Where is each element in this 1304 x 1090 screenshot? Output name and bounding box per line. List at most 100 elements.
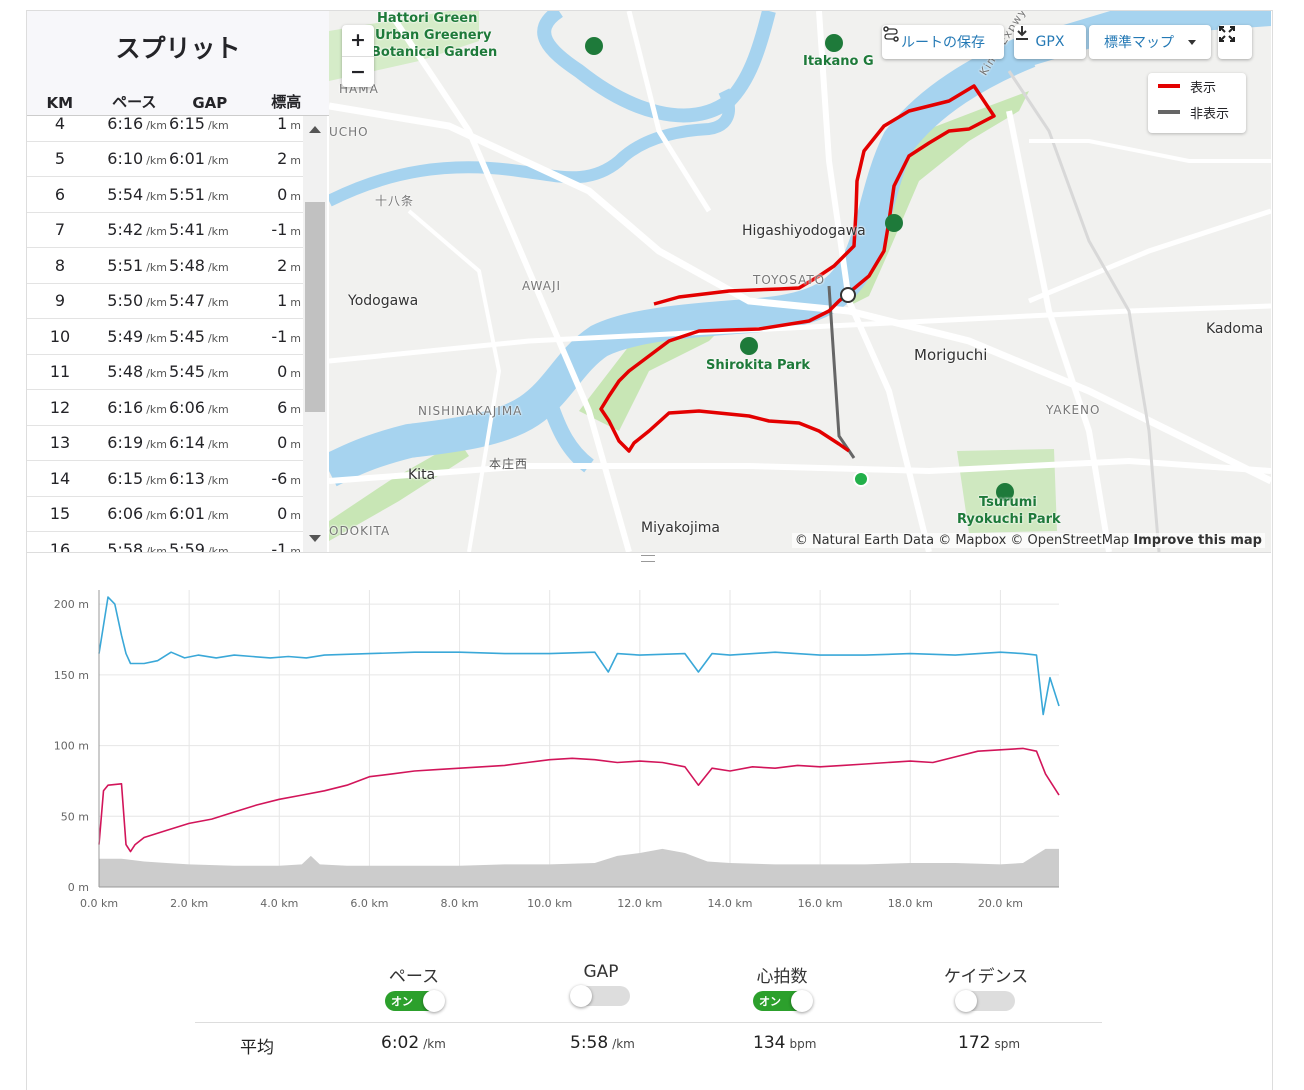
split-pace-unit: /km: [146, 189, 167, 203]
split-elev-value: 2: [277, 149, 288, 169]
split-pace-value: 5:50: [107, 291, 144, 311]
split-gap-value: 6:01: [169, 149, 205, 169]
split-pace: 5:51/km: [93, 256, 169, 275]
split-elev-unit: m: [290, 473, 301, 487]
map-label-tsurumi2: Ryokuchi Park: [957, 512, 1061, 527]
split-elev-unit: m: [290, 225, 301, 239]
split-row: 11 5:48/km 5:45/km 0 m: [27, 355, 303, 390]
gpx-button[interactable]: GPX: [1014, 25, 1086, 59]
scroll-thumb[interactable]: [305, 202, 325, 412]
split-pace-value: 6:16: [107, 397, 144, 417]
split-gap-unit: /km: [207, 402, 229, 416]
map-style-select[interactable]: 標準マップ: [1089, 25, 1211, 59]
split-row: 15 6:06/km 6:01/km 0 m: [27, 497, 303, 532]
split-gap-value: 5:41: [169, 220, 205, 240]
splits-rows[interactable]: 4 6:16/km 6:15/km 1 m 5 6:10/km 6:01/km 2 m 6 5:54/…: [27, 116, 303, 552]
map-label-kita: Kita: [408, 467, 436, 483]
fullscreen-button[interactable]: [1218, 25, 1252, 59]
split-pace-unit: /km: [146, 544, 167, 552]
toggle-heartrate-label: 心拍数: [756, 967, 808, 987]
y-tick-label: 0 m: [68, 881, 89, 894]
splits-scrollbar[interactable]: [303, 116, 327, 552]
split-elev-value: 2: [277, 255, 288, 275]
split-pace-value: 6:10: [107, 149, 144, 169]
split-km: 10: [49, 326, 71, 346]
split-gap-unit: /km: [207, 509, 229, 523]
split-elev: -1 m: [233, 540, 301, 552]
route-icon: [883, 26, 899, 42]
toggle-heartrate-state: オン: [759, 995, 781, 1008]
zoom-in-button[interactable]: +: [342, 25, 374, 57]
split-row: 12 6:16/km 6:06/km 6 m: [27, 390, 303, 426]
zoom-out-button[interactable]: −: [350, 61, 366, 83]
series-pace-line: [98, 596, 1060, 716]
panel-divider[interactable]: [27, 552, 1271, 563]
map-label-higashiyodogawa: Higashiyodogawa: [742, 223, 866, 239]
series-heartrate-line: [98, 747, 1060, 853]
legend-item-shown[interactable]: 表示: [1148, 73, 1246, 99]
col-gap: GAP: [192, 94, 228, 112]
map-label-honjonishi: 本庄西: [489, 457, 529, 471]
split-pace-unit: /km: [146, 296, 167, 310]
split-pace-unit: /km: [146, 402, 167, 416]
toggle-cadence-switch[interactable]: [955, 990, 1015, 1012]
avg-heartrate-unit: bpm: [789, 1037, 817, 1051]
activity-chart[interactable]: 0.0 km 2.0 km 4.0 km 6.0 km 8.0 km 10.0 km 12.…: [27, 570, 1087, 920]
legend-swatch-hidden: [1158, 110, 1180, 114]
split-gap-value: 5:51: [169, 184, 205, 204]
split-elev-value: -6: [271, 468, 288, 488]
attribution-text[interactable]: © Natural Earth Data © Mapbox © OpenStre…: [794, 533, 1130, 548]
split-pace-value: 5:49: [107, 326, 144, 346]
x-tick-label: 2.0 km: [170, 897, 208, 910]
toggle-pace-switch[interactable]: オン: [385, 990, 445, 1012]
split-pace-value: 6:16: [107, 116, 144, 133]
split-elev-value: 1: [277, 116, 288, 133]
split-gap-unit: /km: [207, 225, 229, 239]
map-label-urban: Urban Greenery: [375, 28, 492, 43]
scroll-down-arrow-icon[interactable]: [309, 535, 321, 542]
avg-pace-unit: /km: [423, 1037, 446, 1051]
y-tick-label: 150 m: [54, 669, 89, 682]
avg-pace-value: 6:02: [381, 1033, 420, 1053]
split-elev-unit: m: [290, 402, 301, 416]
split-row: 13 6:19/km 6:14/km 0 m: [27, 426, 303, 461]
toggle-cadence: ケイデンス: [926, 962, 1046, 1015]
map-style-label: 標準マップ: [1104, 35, 1174, 51]
caret-down-icon: [1188, 39, 1196, 45]
x-tick-label: 10.0 km: [527, 897, 572, 910]
split-elev: -1 m: [233, 220, 301, 239]
resize-grip-icon[interactable]: [641, 555, 655, 562]
col-elev: 標高: [271, 93, 302, 111]
split-pace: 6:10/km: [93, 149, 169, 168]
legend-item-hidden[interactable]: 非表示: [1148, 99, 1246, 125]
split-pace: 6:06/km: [93, 504, 169, 523]
chart-svg: 0.0 km 2.0 km 4.0 km 6.0 km 8.0 km 10.0 km 12.…: [54, 590, 1060, 910]
split-elev-value: -1: [271, 220, 288, 240]
map-label-shirokita: Shirokita Park: [706, 358, 811, 373]
x-tick-label: 12.0 km: [617, 897, 662, 910]
toggle-knob: [955, 990, 977, 1012]
save-route-button[interactable]: ルートの保存: [882, 25, 1004, 59]
improve-map-link[interactable]: Improve this map: [1133, 533, 1262, 548]
map-label-awaji: AWAJI: [522, 279, 562, 293]
split-gap-value: 5:45: [169, 326, 205, 346]
split-pace: 5:58/km: [93, 540, 169, 552]
split-pace-value: 5:54: [107, 184, 144, 204]
route-map[interactable]: Hattori Green Urban Greenery Botanical G…: [329, 11, 1271, 552]
save-route-label: ルートの保存: [901, 35, 985, 51]
toggle-gap-switch[interactable]: [570, 985, 630, 1007]
split-elev-value: -1: [271, 539, 288, 552]
scroll-up-arrow-icon[interactable]: [309, 126, 321, 133]
split-pace-unit: /km: [146, 367, 167, 381]
split-elev-unit: m: [290, 154, 301, 168]
map-label-moriguchi: Moriguchi: [914, 346, 988, 364]
map-label-itakano: Itakano G: [803, 54, 874, 69]
toggle-heartrate-switch[interactable]: オン: [753, 990, 813, 1012]
split-row: 14 6:15/km 6:13/km -6 m: [27, 461, 303, 497]
x-tick-label: 0.0 km: [80, 897, 118, 910]
split-gap-value: 6:13: [169, 468, 205, 488]
col-km: KM: [46, 94, 74, 112]
